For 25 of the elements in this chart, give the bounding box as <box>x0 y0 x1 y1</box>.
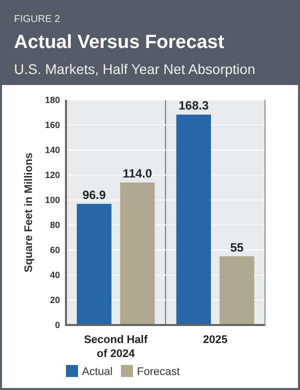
legend-label: Forecast <box>137 366 180 378</box>
y-tick-label: 180 <box>44 95 60 106</box>
data-label: 55 <box>230 240 244 254</box>
bar <box>76 204 112 325</box>
bar <box>120 182 155 325</box>
y-tick-label: 160 <box>44 120 60 130</box>
y-tick-label: 40 <box>50 270 60 280</box>
data-label: 96.9 <box>82 188 106 202</box>
y-axis-title: Square Feet in Millions <box>23 152 35 272</box>
y-tick-label: 120 <box>44 170 60 180</box>
y-tick-label: 60 <box>50 245 60 256</box>
y-tick-label: 140 <box>44 145 60 156</box>
caption: FIGURE 2 <box>14 14 61 25</box>
x-tick-label: 2025 <box>203 334 228 346</box>
legend-label: Actual <box>82 366 113 378</box>
data-label: 114.0 <box>122 166 152 180</box>
bar <box>220 256 254 325</box>
chart-subtitle: U.S. Markets, Half Year Net Absorption <box>14 61 256 77</box>
y-tick-label: 80 <box>50 220 60 230</box>
data-label: 168.3 <box>178 98 209 113</box>
chart-title: Actual Versus Forecast <box>14 32 225 53</box>
y-tick-label: 100 <box>44 195 60 206</box>
y-tick-label: 0 <box>54 320 60 330</box>
x-tick-label: Second Half of 2024 <box>84 334 148 360</box>
y-tick-label: 20 <box>50 295 60 306</box>
